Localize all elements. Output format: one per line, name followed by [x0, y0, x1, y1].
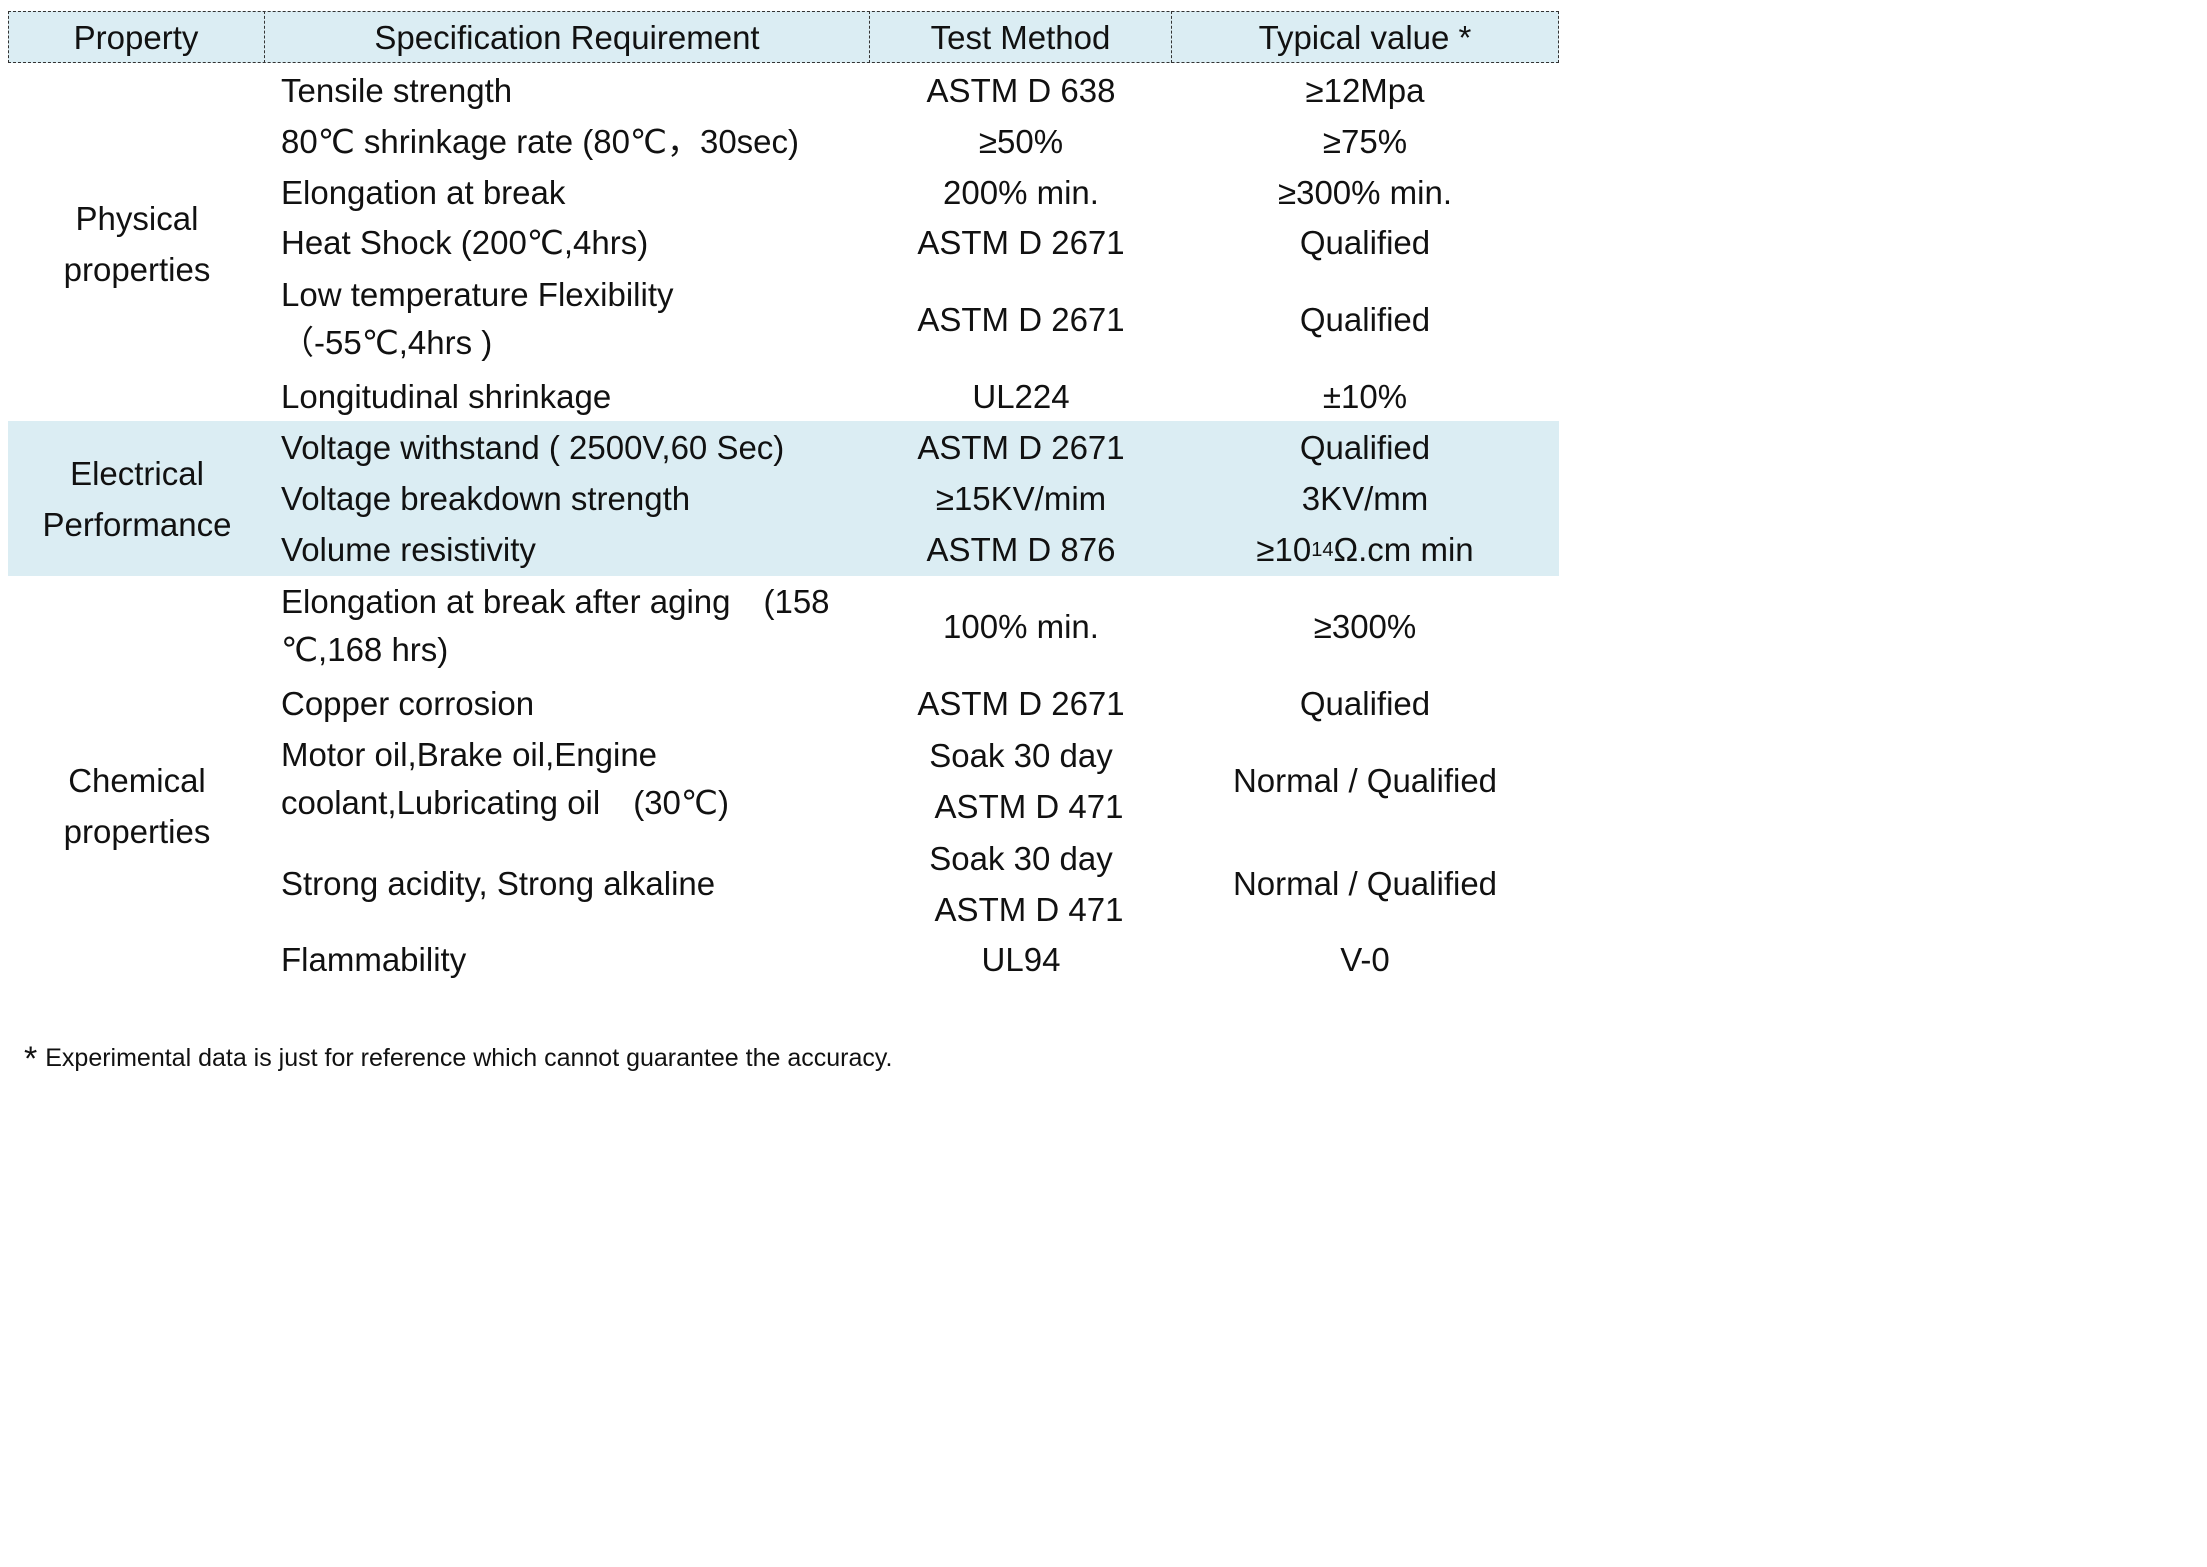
test-method-line: ASTM D 471: [934, 788, 1124, 825]
test-method-cell: UL94: [981, 941, 1061, 978]
spec-cell: Elongation at break: [281, 174, 566, 211]
test-method-cell: ASTM D 638: [926, 72, 1116, 109]
header-test-method: Test Method: [930, 19, 1111, 56]
header-spec: Specification Requirement: [374, 19, 760, 56]
header-divider: [869, 11, 870, 63]
typical-value-cell: Qualified: [1299, 224, 1431, 261]
spec-cell: Low temperature Flexibility （-55℃,4hrs ): [281, 271, 871, 369]
value-base: ≥10: [1256, 531, 1312, 568]
footnote-text: Experimental data is just for reference …: [45, 1044, 893, 1072]
test-method-cell: ≥50%: [978, 123, 1064, 160]
typical-value-cell: ≥300% min.: [1277, 174, 1453, 211]
spec-cell: Tensile strength: [281, 72, 513, 109]
test-method-cell: ≥15KV/mim: [935, 480, 1107, 517]
typical-value-cell: V-0: [1340, 941, 1390, 978]
spec-sheet: Property Specification Requirement Test …: [0, 0, 1565, 1100]
typical-value-cell: Normal / Qualified: [1232, 762, 1498, 799]
test-method-cell: 200% min.: [943, 174, 1099, 211]
spec-line: （-55℃,4hrs ): [281, 324, 493, 361]
spec-cell: Strong acidity, Strong alkaline: [281, 865, 716, 902]
spec-cell: Motor oil,Brake oil,Engine coolant,Lubri…: [281, 731, 871, 831]
test-method-cell: ASTM D 2671: [917, 685, 1125, 722]
test-method-line: Soak 30 day: [929, 737, 1113, 774]
footnote-asterisk: *: [24, 1040, 38, 1078]
spec-line: Low temperature Flexibility: [281, 276, 674, 313]
group-chemical: Chemical properties: [63, 762, 211, 850]
spec-line: coolant,Lubricating oil (30℃): [281, 784, 729, 821]
test-method-line: Soak 30 day: [929, 840, 1113, 877]
spec-cell: 80℃ shrinkage rate (80℃，30sec): [281, 123, 800, 160]
header-divider: [1171, 11, 1172, 63]
typical-value-cell: ±10%: [1322, 378, 1408, 415]
test-method-cell: ASTM D 2671: [917, 301, 1125, 338]
test-method-cell: UL224: [972, 378, 1070, 415]
group-physical: Physical properties: [63, 200, 211, 288]
typical-value-cell: ≥75%: [1322, 123, 1408, 160]
spec-cell: Elongation at break after aging (158 ℃,1…: [281, 578, 871, 676]
typical-value-cell: Normal / Qualified: [1232, 865, 1498, 902]
spec-cell: Longitudinal shrinkage: [281, 378, 612, 415]
spec-cell: Voltage withstand ( 2500V,60 Sec): [281, 429, 785, 466]
spec-cell: Flammability: [281, 941, 467, 978]
spec-cell: Heat Shock (200℃,4hrs): [281, 224, 649, 261]
spec-line: ℃,168 hrs): [281, 631, 449, 668]
typical-value-cell: ≥300%: [1313, 608, 1417, 645]
spec-cell: Volume resistivity: [281, 531, 536, 568]
footnote: * Experimental data is just for reference…: [24, 1040, 892, 1079]
header-property: Property: [73, 19, 199, 56]
electrical-band: [8, 421, 1559, 576]
header-divider: [264, 11, 265, 63]
typical-value-cell: Qualified: [1299, 685, 1431, 722]
typical-value-cell: ≥12Mpa: [1305, 72, 1425, 109]
spec-cell: Voltage breakdown strength: [281, 480, 691, 517]
test-method-cell: ASTM D 2671: [917, 224, 1125, 261]
test-method-cell: 100% min.: [943, 608, 1099, 645]
spec-line: Elongation at break after aging (158: [281, 583, 830, 620]
spec-line: Motor oil,Brake oil,Engine: [281, 736, 658, 773]
test-method-line: ASTM D 471: [934, 891, 1124, 928]
header-row: [8, 11, 1559, 63]
typical-value-cell: Qualified: [1299, 301, 1431, 338]
test-method-cell: Soak 30 day ASTM D 471: [871, 731, 1171, 831]
value-unit: Ω.cm min: [1333, 531, 1474, 568]
spec-cell: Copper corrosion: [281, 685, 535, 722]
typical-value-cell: Qualified: [1299, 429, 1431, 466]
test-method-cell: ASTM D 876: [926, 531, 1116, 568]
header-typical-value: Typical value *: [1258, 19, 1472, 56]
typical-value-cell: 3KV/mm: [1301, 480, 1429, 517]
test-method-cell: ASTM D 2671: [917, 429, 1125, 466]
typical-value-cell: ≥10 14 Ω.cm min: [1172, 525, 1558, 575]
group-electrical: Electrical Performance: [42, 455, 232, 543]
test-method-cell: Soak 30 day ASTM D 471: [871, 833, 1171, 935]
